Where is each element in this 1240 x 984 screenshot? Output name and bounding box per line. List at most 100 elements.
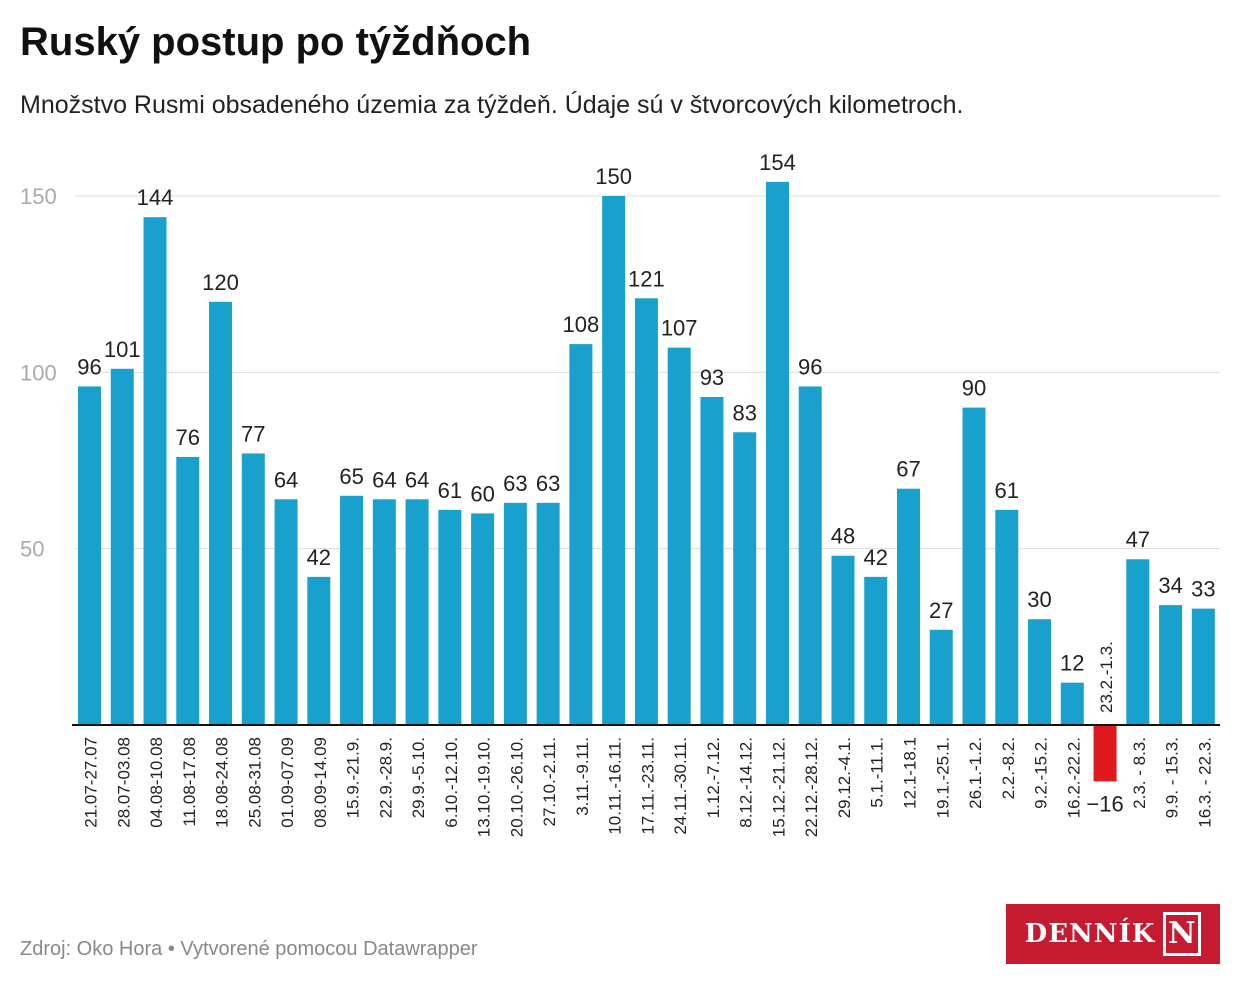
- data-label: 30: [1027, 587, 1051, 612]
- data-label: 96: [77, 354, 101, 379]
- x-tick-label: 15.12.-21.12.: [769, 737, 788, 837]
- bar: [995, 509, 1019, 725]
- x-tick-label: 18.08-24.08: [213, 737, 232, 828]
- data-label: 96: [798, 354, 822, 379]
- data-label: 27: [929, 598, 953, 623]
- data-label: 83: [732, 400, 756, 425]
- data-label: 48: [831, 524, 855, 549]
- data-label: 107: [661, 316, 698, 341]
- x-tick-label: 8.12.-14.12.: [737, 737, 756, 828]
- x-tick-label: 3.11.-9.11.: [573, 737, 592, 816]
- bar: [602, 196, 626, 725]
- x-tick-label: 16.3. - 22.3.: [1195, 737, 1214, 828]
- chart-title: Ruský postup po týždňoch: [20, 20, 532, 64]
- data-label: 121: [628, 266, 665, 291]
- bar: [241, 453, 265, 725]
- bar: [176, 456, 200, 725]
- bar: [340, 495, 364, 725]
- data-label: 64: [274, 467, 298, 492]
- data-label: 12: [1060, 651, 1084, 676]
- bar: [634, 298, 658, 725]
- x-tick-label: 26.1.-1.2.: [966, 737, 985, 809]
- x-tick-label: 1.12.-7.12.: [704, 737, 723, 818]
- data-label: 67: [896, 457, 920, 482]
- bar: [307, 576, 331, 725]
- x-tick-label: 13.10.-19.10.: [475, 737, 494, 837]
- data-label: 61: [995, 478, 1019, 503]
- bar: [78, 386, 101, 725]
- x-tick-label: 29.12.-4.1.: [835, 737, 854, 818]
- bar: [667, 347, 691, 725]
- bar: [1126, 559, 1150, 725]
- bar: [274, 499, 298, 725]
- data-label: 65: [339, 464, 363, 489]
- data-label: 33: [1191, 577, 1215, 602]
- data-label: 47: [1126, 527, 1150, 552]
- data-label: 144: [137, 185, 174, 210]
- bar: [1159, 605, 1183, 725]
- data-label: 108: [563, 312, 600, 337]
- data-label: 90: [962, 376, 986, 401]
- data-label: 93: [700, 365, 724, 390]
- bar: [438, 509, 462, 725]
- data-label: 60: [470, 481, 494, 506]
- bar: [1191, 608, 1215, 725]
- x-tick-label: 10.11.-16.11.: [606, 737, 625, 835]
- logo-text: DENNÍK: [1024, 919, 1156, 949]
- bar: [864, 576, 888, 725]
- bar: [1093, 725, 1117, 782]
- x-tick-label: 9.2.-15.2.: [1032, 737, 1051, 809]
- x-tick-label: 04.08-10.08: [147, 737, 166, 828]
- x-tick-label: 20.10.-26.10.: [507, 737, 526, 837]
- bar: [569, 344, 593, 725]
- data-label: 150: [595, 164, 632, 189]
- x-tick-label: 01.09-07.09: [278, 737, 297, 828]
- x-tick-label: 9.9. - 15.3.: [1163, 737, 1182, 818]
- x-tick-label: 28.07-03.08: [114, 737, 133, 828]
- y-tick-label: 50: [20, 537, 44, 562]
- data-label: 34: [1158, 573, 1182, 598]
- x-tick-label: 25.08-31.08: [245, 737, 264, 828]
- data-label: 76: [176, 425, 200, 450]
- bar: [372, 499, 396, 725]
- dennik-n-logo: DENNÍK N: [1006, 904, 1220, 964]
- bar: [929, 629, 953, 725]
- y-tick-label: 100: [20, 360, 57, 385]
- bar: [405, 499, 429, 725]
- data-label: 64: [405, 467, 429, 492]
- x-tick-label: 23.2.-1.3.: [1097, 641, 1116, 713]
- data-label: −16: [1086, 791, 1123, 816]
- bar: [700, 397, 724, 725]
- x-tick-label: 6.10.-12.10.: [442, 737, 461, 828]
- x-tick-label: 15.9.-21.9.: [344, 737, 363, 818]
- bar: [143, 217, 167, 725]
- bar: [733, 432, 757, 725]
- x-tick-label: 22.12.-28.12.: [802, 737, 821, 837]
- data-label: 120: [202, 270, 239, 295]
- chart-subtitle: Množstvo Rusmi obsadeného územia za týžd…: [20, 91, 964, 119]
- x-tick-label: 17.11.-23.11.: [638, 737, 657, 835]
- bar: [897, 488, 920, 725]
- x-tick-label: 29.9.-5.10.: [409, 737, 428, 818]
- bar: [1060, 682, 1084, 725]
- bar: [503, 502, 527, 725]
- x-tick-label: 24.11.-30.11.: [671, 737, 690, 835]
- x-tick-label: 08.09-14.09: [311, 737, 330, 828]
- data-label: 77: [241, 421, 265, 446]
- bar-chart: 50 100 150 96 21.07-27.07 101 28.07-03.08 144 04…: [20, 150, 1220, 837]
- data-label: 154: [759, 150, 796, 175]
- bar: [471, 513, 495, 725]
- x-tick-label: 21.07-27.07: [82, 737, 101, 828]
- data-label: 42: [863, 545, 887, 570]
- data-label: 61: [438, 478, 462, 503]
- data-label: 42: [307, 545, 331, 570]
- bar: [1028, 619, 1052, 725]
- bar: [209, 301, 233, 725]
- x-tick-label: 12.1-18.1: [901, 737, 920, 809]
- data-label: 101: [104, 337, 141, 362]
- x-tick-label: 22.9.-28.9.: [376, 737, 395, 818]
- x-tick-label: 16.2.-22.2.: [1064, 737, 1083, 818]
- logo-mark: N: [1163, 912, 1202, 956]
- x-tick-label: 19.1.-25.1.: [933, 737, 952, 818]
- x-tick-label: 2.3. - 8.3.: [1130, 737, 1149, 809]
